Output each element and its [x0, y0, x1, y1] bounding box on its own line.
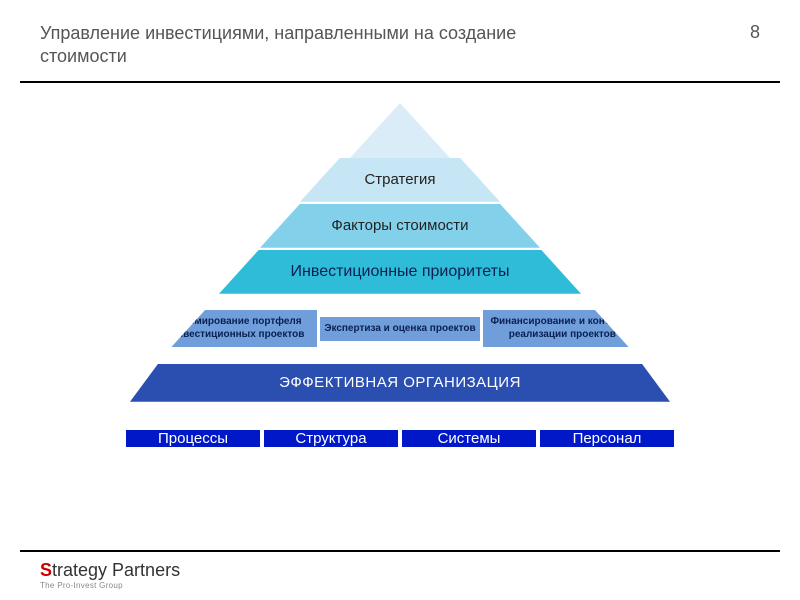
page-number: 8 — [750, 22, 760, 43]
logo-s: S — [40, 560, 52, 580]
logo-text: Strategy Partners — [40, 560, 180, 581]
portfolio-cell-2: Экспертиза и оценка проектов — [320, 317, 479, 342]
pyramid-band: ЭФФЕКТИВНАЯ ОРГАНИЗАЦИЯ — [130, 364, 670, 402]
footer-logo: Strategy Partners The Pro-Invest Group — [40, 560, 180, 590]
portfolio-cell-1: Формирование портфеля инвестиционных про… — [158, 310, 317, 347]
slide-title: Управление инвестициями, направленными н… — [40, 22, 540, 69]
logo-rest: trategy Partners — [52, 560, 180, 580]
bottom-rule — [20, 550, 780, 552]
pyramid-layer-2-label: Факторы стоимости — [331, 217, 468, 234]
portfolio-cell-3: Финансирование и контроль реализации про… — [483, 310, 642, 347]
top-rule — [20, 81, 780, 83]
base-cell-3: Системы — [402, 430, 536, 447]
pyramid-band-label: ЭФФЕКТИВНАЯ ОРГАНИЗАЦИЯ — [279, 374, 521, 391]
pyramid-layer-3-label: Инвестиционные приоритеты — [291, 263, 510, 281]
base-cell-2: Структура — [264, 430, 398, 447]
pyramid-base-row: Процессы Структура Системы Персонал — [126, 405, 674, 473]
pyramid-layer-1-label: Стратегия — [364, 171, 435, 188]
pyramid-row-portfolio: Формирование портфеля инвестиционных про… — [158, 296, 642, 362]
pyramid-layer-1: Стратегия — [300, 158, 500, 202]
base-cell-4: Персонал — [540, 430, 674, 447]
pyramid-diagram: Стратегия Факторы стоимости Инвестиционн… — [120, 103, 680, 533]
pyramid-layer-3: Инвестиционные приоритеты — [219, 250, 581, 294]
pyramid-cap — [350, 103, 450, 158]
base-cell-1: Процессы — [126, 430, 260, 447]
logo-subtitle: The Pro-Invest Group — [40, 581, 180, 590]
portfolio-cell-3-label: Финансирование и контроль реализации про… — [487, 316, 638, 341]
portfolio-cell-1-label: Формирование портфеля инвестиционных про… — [162, 316, 313, 341]
portfolio-cell-2-label: Экспертиза и оценка проектов — [324, 323, 475, 336]
pyramid-layer-2: Факторы стоимости — [260, 204, 540, 248]
